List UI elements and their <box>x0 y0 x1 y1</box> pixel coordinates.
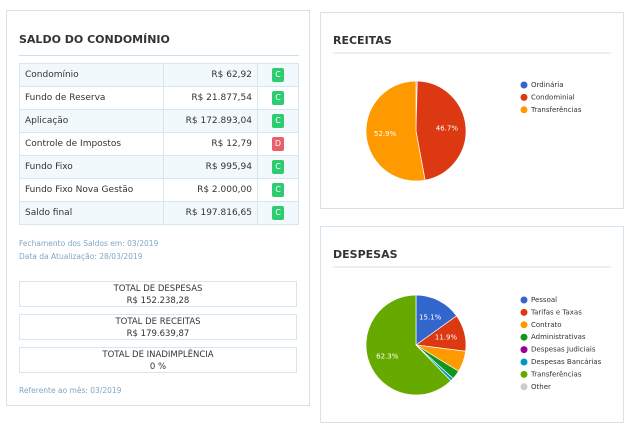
status-badge: D <box>272 137 284 151</box>
total-box: TOTAL DE INADIMPLÊNCIA 0 % <box>19 347 297 373</box>
chart: RECEITAS 46.7% 52.9% Ordinária Condominial Tr… <box>333 34 611 182</box>
legend-swatch <box>520 383 528 391</box>
row-name: Controle de Impostos <box>18 132 165 156</box>
row-value: R$ 12,79 <box>163 132 258 156</box>
legend-label: Despesas Judiciais <box>531 346 596 354</box>
status-cell: C <box>257 201 299 225</box>
row-name: Fundo Fixo <box>18 155 165 179</box>
legend-label: Ordinária <box>531 81 564 89</box>
status-badge: C <box>272 91 284 105</box>
legend-swatch <box>520 93 528 101</box>
slice-label: 15.1% <box>419 313 442 321</box>
divider <box>19 55 299 56</box>
legend-label: Condominial <box>531 93 575 101</box>
legend-label: Tarifas e Taxas <box>530 308 582 316</box>
table-row: Saldo final R$ 197.816,65 C <box>18 201 299 225</box>
table-row: Condomínio R$ 62,92 C <box>18 63 299 87</box>
legend-swatch <box>520 358 528 366</box>
legend-swatch <box>520 296 528 304</box>
total-label: TOTAL DE DESPESAS <box>113 284 203 294</box>
status-badge: C <box>272 206 284 220</box>
status-cell: C <box>257 63 299 87</box>
legend-swatch <box>520 81 528 89</box>
total-value: R$ 152.238,28 <box>126 296 190 306</box>
panel-title: SALDO DO CONDOMÍNIO <box>19 33 170 46</box>
legend-swatch <box>520 346 528 354</box>
total-label: TOTAL DE INADIMPLÊNCIA <box>102 350 214 360</box>
legend-label: Despesas Bancárias <box>531 358 602 366</box>
pie-slice <box>415 80 467 181</box>
table-row: Fundo Fixo R$ 995,94 C <box>18 155 299 179</box>
footer-note: Referente ao mês: 03/2019 <box>19 386 122 395</box>
slice-label: 62.3% <box>376 353 399 361</box>
receitas-panel: RECEITAS 46.7% 52.9% Ordinária Condominial Tr… <box>320 12 624 209</box>
row-value: R$ 197.816,65 <box>163 201 258 225</box>
status-cell: C <box>257 86 299 110</box>
saldo-panel: SALDO DO CONDOMÍNIO Condomínio R$ 62,92 C F… <box>6 10 310 406</box>
status-cell: C <box>257 109 299 133</box>
row-value: R$ 2.000,00 <box>163 178 258 202</box>
row-value: R$ 21.877,54 <box>163 86 258 110</box>
total-value: R$ 179.639,87 <box>126 329 190 339</box>
slice-label: 52.9% <box>374 130 397 138</box>
row-value: R$ 62,92 <box>163 63 258 87</box>
table-row: Fundo Fixo Nova Gestão R$ 2.000,00 C <box>18 178 299 202</box>
legend-label: Other <box>531 383 551 391</box>
row-name: Saldo final <box>18 201 165 225</box>
row-value: R$ 172.893,04 <box>163 109 258 133</box>
slice-label: 11.9% <box>435 333 458 341</box>
table-row: Aplicação R$ 172.893,04 C <box>18 109 299 133</box>
despesas-panel: DESPESAS 15.1% 11.9% 62.3% Pessoal Tarifas e … <box>320 226 624 423</box>
note: Fechamento dos Saldos em: 03/2019 <box>19 239 159 248</box>
legend-swatch <box>520 333 528 341</box>
row-name: Fundo Fixo Nova Gestão <box>18 178 165 202</box>
legend-swatch <box>520 308 528 316</box>
legend-label: Contrato <box>531 321 562 329</box>
status-cell: C <box>257 155 299 179</box>
row-name: Aplicação <box>18 109 165 133</box>
table-row: Fundo de Reserva R$ 21.877,54 C <box>18 86 299 110</box>
legend-label: Administrativas <box>531 333 586 341</box>
note: Data da Atualização: 28/03/2019 <box>19 252 143 261</box>
legend-swatch <box>520 370 528 378</box>
table-row: Controle de Impostos R$ 12,79 D <box>18 132 299 156</box>
status-cell: D <box>257 132 299 156</box>
pie-slice <box>365 294 452 396</box>
total-box: TOTAL DE RECEITAS R$ 179.639,87 <box>19 314 297 340</box>
pie-slice <box>365 80 426 182</box>
status-cell: C <box>257 178 299 202</box>
status-badge: C <box>272 183 284 197</box>
slice-label: 46.7% <box>436 125 459 133</box>
chart-title: DESPESAS <box>333 248 398 261</box>
saldo-table: Condomínio R$ 62,92 C Fundo de Reserva R$ 21… <box>18 63 299 225</box>
legend-label: Transferências <box>530 106 582 114</box>
legend-swatch <box>520 321 528 329</box>
chart: DESPESAS 15.1% 11.9% 62.3% Pessoal Tarifas e … <box>333 248 611 396</box>
total-box: TOTAL DE DESPESAS R$ 152.238,28 <box>19 281 297 307</box>
legend-label: Pessoal <box>531 296 557 304</box>
status-badge: C <box>272 68 284 82</box>
row-name: Fundo de Reserva <box>18 86 165 110</box>
row-value: R$ 995,94 <box>163 155 258 179</box>
status-badge: C <box>272 114 284 128</box>
total-value: 0 % <box>149 362 167 372</box>
row-name: Condomínio <box>18 63 165 87</box>
status-badge: C <box>272 160 284 174</box>
legend-label: Transferências <box>530 370 582 378</box>
legend-swatch <box>520 106 528 114</box>
chart-title: RECEITAS <box>333 34 392 47</box>
pie-slice <box>415 294 458 346</box>
total-label: TOTAL DE RECEITAS <box>115 317 201 327</box>
